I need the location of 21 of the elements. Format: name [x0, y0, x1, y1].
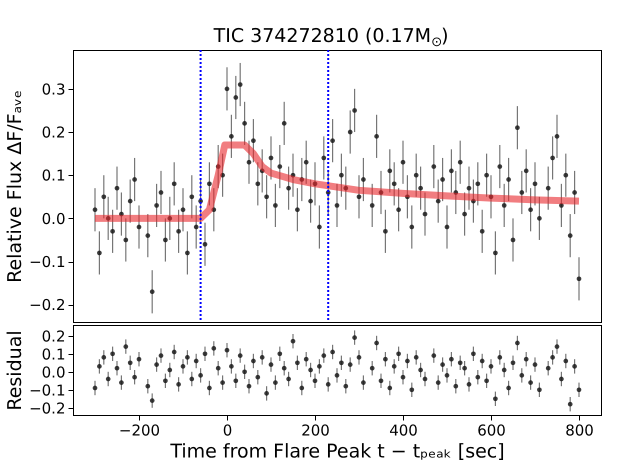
x-tick-label: 800	[565, 422, 594, 440]
y-tick-label: −0.2	[29, 399, 66, 418]
y-tick-label: 0.0	[42, 210, 66, 228]
y-axis-title: Relative Flux ΔF/Fₐᵥₑ	[4, 90, 26, 283]
y-tick-label: 0.3	[42, 80, 66, 98]
y-axis-title: Residual	[4, 330, 26, 411]
x-tick-label: 200	[301, 422, 330, 440]
x-tick-label: −200	[118, 422, 160, 440]
y-tick-label: −0.2	[29, 296, 66, 314]
x-axis-title: Time from Flare Peak t − tₚₑₐₖ [sec]	[169, 440, 505, 462]
y-tick-label: 0.1	[42, 345, 66, 364]
y-tick-label: 0.1	[42, 166, 66, 185]
y-tick-label: −0.1	[29, 253, 66, 272]
y-tick-label: −0.1	[29, 381, 66, 400]
chart-title: TIC 374272810 (0.17M⊙)	[212, 25, 449, 50]
y-tick-label: 0.2	[42, 327, 66, 346]
x-tick-label: 400	[389, 422, 418, 440]
x-tick-label: 600	[477, 422, 506, 440]
x-tick-label: 0	[222, 422, 232, 440]
y-tick-label: 0.0	[42, 363, 66, 382]
y-tick-label: 0.2	[42, 124, 66, 142]
